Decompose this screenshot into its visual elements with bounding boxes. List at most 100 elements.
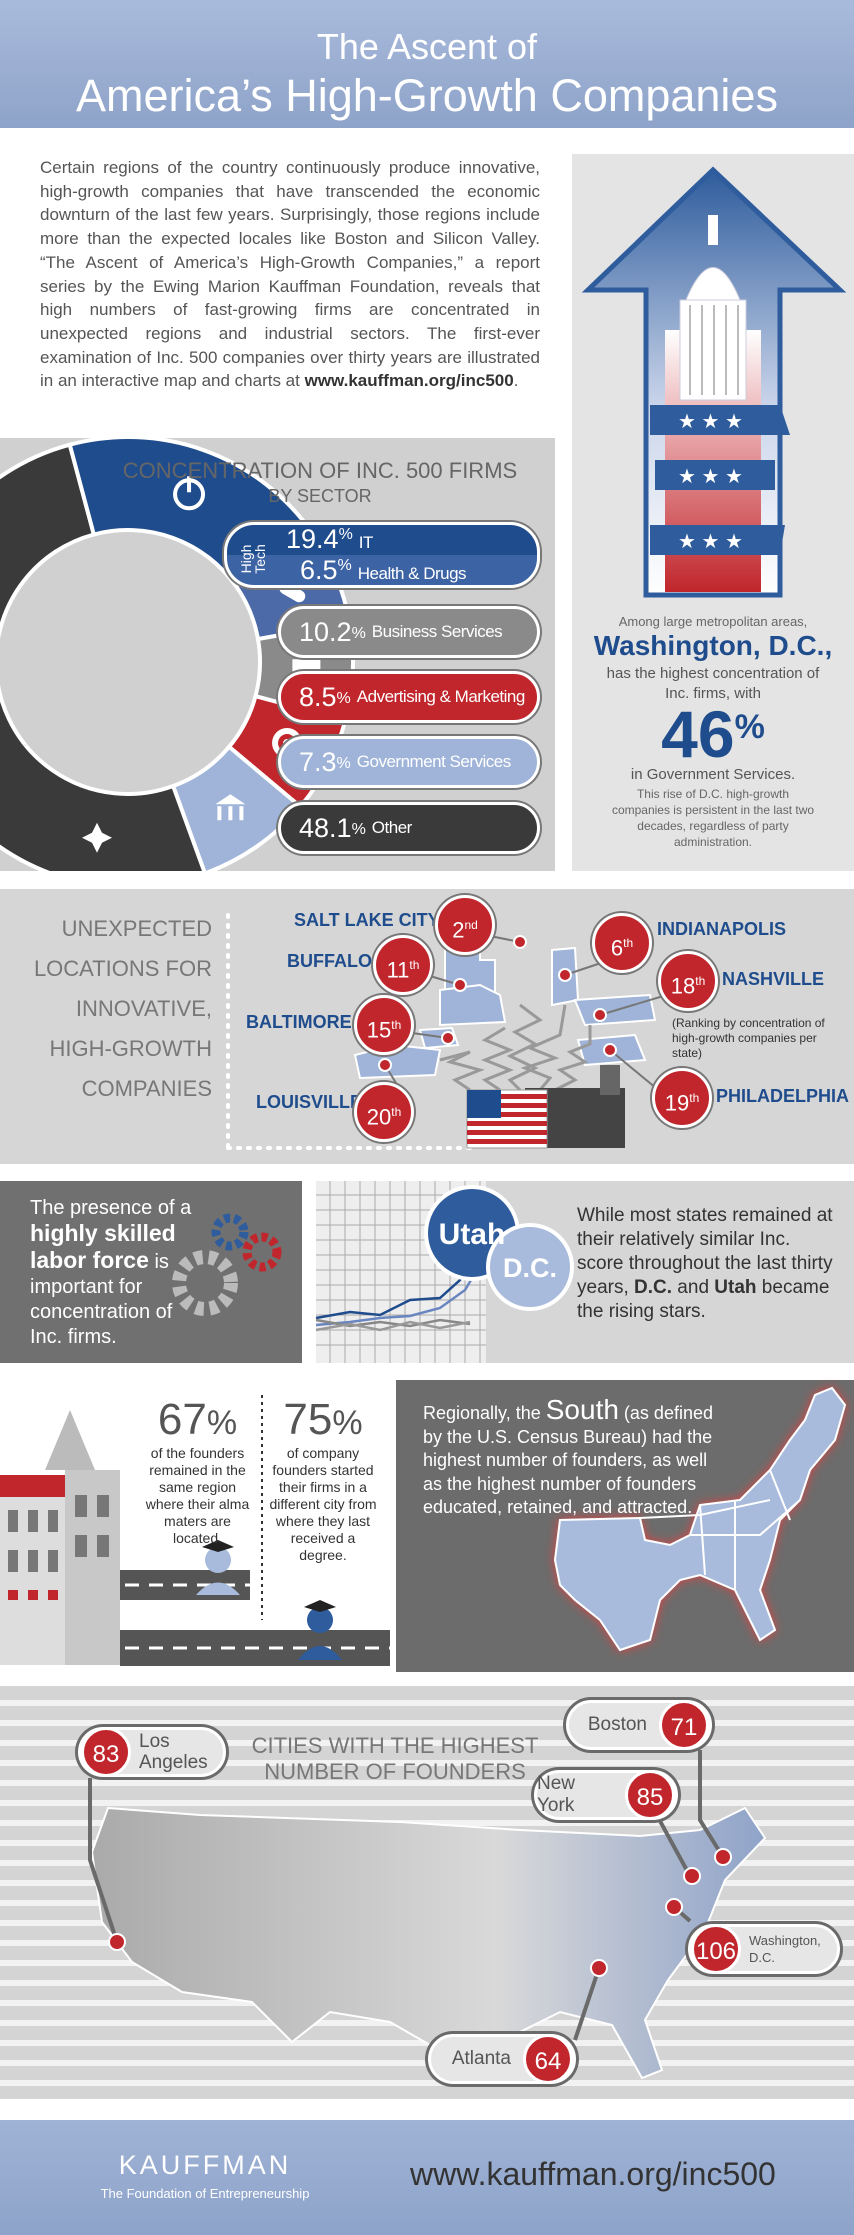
city-name: SALT LAKE CITY [294,910,440,930]
campus-graphic [8,1510,18,1532]
city-value: 71 [659,1700,709,1750]
sector-item: 7.3% Government Services [278,736,540,788]
campus-graphic [97,1495,109,1517]
campus-graphic [45,1410,95,1470]
sector-icon [228,806,233,821]
title-line: The Ascent of [316,26,538,67]
intro-link: www.kauffman.org/inc500 [304,371,514,391]
dc-city: Washington, D.C., [593,630,833,661]
campus-graphic [0,1475,90,1665]
city-value: 106 [691,1924,741,1974]
city-label: Boston [587,1714,647,1735]
sector-icon [82,822,113,853]
campus-graphic [8,1550,18,1572]
rank: 15 [366,1017,392,1043]
campus-graphic [48,1590,58,1600]
sector-icon [82,822,113,853]
sector-label: Health & Drugs [357,564,467,583]
campus-graphic [304,1600,336,1612]
sector-unit: % [351,821,366,838]
rank-suffix: th [391,1105,402,1119]
stat-unit: % [332,1404,363,1442]
sector-number: 7.3 [299,746,337,777]
campus-graphic [120,1630,390,1666]
rank-suffix: th [689,1091,700,1105]
founder-stat: 67% of the founders remained in the same… [140,1395,255,1547]
stat-unit: % [206,1404,238,1442]
city-rank: 18th [658,951,718,1011]
campus-graphic [8,1495,109,1572]
rising-mid: and [672,1277,715,1298]
campus-graphic [196,1582,240,1595]
dc-sector: in Government Services. [630,766,796,783]
sector-icon [173,476,206,511]
campus-graphic [28,1550,38,1572]
sector-number: 6.5 [300,555,338,585]
stat-text: of the founders remained in the same reg… [145,1445,250,1546]
ring-segment [0,442,97,640]
dc-number: 46 [661,697,735,771]
stat-number: 67 [157,1395,207,1444]
city-name: BUFFALO [287,951,372,971]
sector-title: CONCENTRATION OF INC. 500 FIRMS [122,458,518,483]
sector-unit: % [336,690,351,707]
city-name: INDIANAPOLIS [657,919,787,939]
city-name: LOUISVILLE [256,1092,363,1112]
labor-pre: The presence of a [30,1197,192,1219]
cities-title: CITIES WITH THE HIGHEST NUMBER OF FOUNDE… [251,1733,539,1784]
founder-stat: 75% of company founders started their fi… [268,1395,378,1564]
rank-note: (Ranking by concentration of high-growth… [672,1016,825,1060]
dc-unit: % [734,708,765,746]
sector-item: 6.5% Health & Drugs [300,555,467,586]
city-value: 64 [523,2034,573,2084]
campus-graphic [307,1607,333,1633]
south-text: Regionally, the South (as defined by the… [423,1396,723,1520]
city-label: Washington, D.C. [749,1933,821,1965]
stat-number: 75 [283,1395,333,1444]
labor-bold: highly skilled labor force [30,1220,176,1273]
south-body: (as defined by the U.S. Census Bureau) h… [423,1403,713,1517]
campus-graphic [8,1590,18,1600]
badge-label: D.C. [503,1253,557,1283]
city-label: New York [537,1773,576,1816]
dc-stat: 46% [572,696,854,772]
city-pill: Atlanta 64 [428,2034,576,2084]
sector-icon [215,794,246,805]
campus-graphic [8,1590,58,1600]
rank-suffix: th [391,1018,402,1032]
rising-body: While most states remained at their rela… [577,1205,833,1298]
rank: 6 [610,935,624,961]
intro-end: . [513,371,519,391]
campus-graphic [125,1583,390,1650]
ring-segment [170,744,304,871]
city-pill: 83 Los Angeles [78,1727,226,1777]
city-pill: New York 85 [534,1770,678,1820]
rising-end: became the rising stars. [577,1277,830,1322]
campus-graphic [205,1547,231,1573]
rank: 11 [386,957,410,983]
city-label: Atlanta [451,2048,511,2069]
campus-graphic [0,1475,90,1497]
title-line: COMPANIES [81,1076,212,1101]
city-name: BALTIMORE [246,1012,352,1032]
footer-brand: KAUFFMAN [118,2150,292,2180]
ring-segment [0,684,207,871]
stat-text: of company founders started their firms … [269,1445,377,1563]
rank-suffix: th [409,958,420,972]
sector-icon [217,806,222,821]
campus-graphic [48,1550,58,1572]
city-rank: 6th [592,913,652,973]
sector-label: Business Services [371,622,503,641]
south-pre: Regionally, the [423,1403,546,1423]
city-rank: 19th [652,1068,712,1128]
sector-unit: % [338,526,353,543]
campus-graphic [298,1646,342,1660]
campus-graphic [48,1510,58,1532]
rank-suffix: nd [464,918,478,932]
rank: 19 [664,1090,690,1116]
city-rank: 11th [373,935,433,995]
group-label: High Tech [238,544,268,574]
city-value: 85 [625,1770,675,1820]
sector-label: Advertising & Marketing [356,687,526,706]
high-tech-pill [224,522,540,588]
